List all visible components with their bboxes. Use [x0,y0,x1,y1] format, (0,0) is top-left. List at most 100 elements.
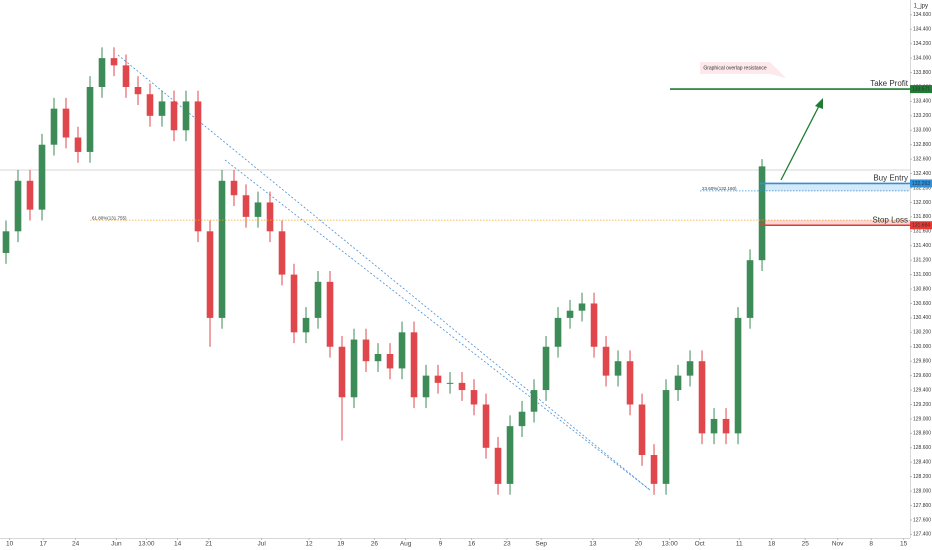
x-tick-label: Sep [535,541,547,548]
x-tick-label: 13:00 [138,541,155,548]
candle-body [566,310,574,318]
y-tick-label: 130.200 [913,330,931,336]
y-tick-label: 128.000 [913,488,931,494]
candle-body [62,108,70,138]
candle-body [350,339,358,398]
candle-body [578,303,586,311]
candle-body [386,353,394,369]
x-tick-label: 21 [205,541,213,548]
candle-body [470,390,478,405]
candle-body [362,339,370,362]
candle-body [698,361,706,434]
candle-body [722,418,730,434]
y-tick-label: 133.400 [913,99,931,105]
candle-body [26,180,34,210]
candle-body [530,390,538,412]
y-tick-label: 128.400 [913,460,931,466]
x-tick-label: 24 [72,541,80,548]
candle-body [638,404,646,456]
y-tick-label: 134.200 [913,41,931,47]
x-tick-label: 10 [6,541,14,548]
candle-body [626,361,634,405]
candle-body [182,101,190,131]
y-tick-label: 133.000 [913,128,931,134]
level-price-box [910,85,932,94]
candle-body [170,101,178,131]
level-price-box [910,221,932,230]
y-tick-label: 133.800 [913,70,931,76]
candle-body [734,317,742,434]
candle-body [302,317,310,333]
candle-body [494,447,502,484]
candle-body [518,411,526,427]
y-tick-label: 133.200 [913,113,931,119]
candle-body [50,108,58,145]
annotation-callout [700,62,786,78]
zone [760,220,910,226]
candle-body [614,361,622,376]
y-tick-label: 129.800 [913,359,931,365]
x-tick-label: 19 [337,541,345,548]
candle-body [74,137,82,152]
x-tick-label: 12 [305,541,313,548]
candle-body [278,231,286,275]
symbol-label: 1_jpy [914,4,928,10]
fib-label: 23.60%(132.160) [702,186,737,191]
candle-body [98,58,106,87]
x-tick-label: 26 [371,541,379,548]
y-tick-label: 128.200 [913,474,931,480]
arrow-head [815,98,823,109]
x-tick-label: 25 [802,541,810,548]
x-tick-label: 14 [174,541,182,548]
x-tick-label: 13 [589,541,597,548]
candle-body [434,375,442,383]
candle-body [662,390,670,484]
y-tick-label: 134.400 [913,27,931,33]
plot: 127.400 127.600 127.800 128.000 128.200 128.4… [2,12,932,548]
y-tick-label: 130.000 [913,344,931,350]
candle-body [674,375,682,391]
y-tick-label: 129.600 [913,373,931,379]
x-tick-label: Oct [695,541,705,548]
x-tick-label: 13:00 [661,541,678,548]
y-tick-label: 132.200 [913,185,931,191]
candle-body [650,455,658,484]
x-tick-label: 18 [768,541,776,548]
y-tick-label: 129.200 [913,402,931,408]
y-tick-label: 127.800 [913,503,931,509]
y-tick-label: 132.600 [913,156,931,162]
candle-body [146,94,154,116]
candle-body [482,404,490,448]
x-tick-label: 9 [439,541,443,548]
candle-body [86,86,94,152]
y-tick-label: 131.000 [913,272,931,278]
y-tick-label: 130.600 [913,301,931,307]
candle-body [38,144,46,210]
candle-body [506,426,514,484]
x-tick-label: 20 [635,541,643,548]
level-name: Take Profit [870,79,909,88]
y-tick-label: 130.400 [913,315,931,321]
candle-body [206,231,214,318]
x-tick-label: Aug [400,541,412,548]
y-tick-label: 129.400 [913,387,931,393]
trendline [224,159,651,491]
candle-body [122,65,130,87]
x-tick-label: 16 [468,541,476,548]
trendline [117,54,651,491]
candle-body [134,86,142,95]
candle-body [542,346,550,391]
y-tick-label: 129.000 [913,416,931,422]
zone [760,183,910,191]
y-tick-label: 132.400 [913,171,931,177]
x-tick-label: Jun [111,541,122,548]
x-tick-label: Jul [257,541,266,548]
candle-body [2,231,10,253]
y-tick-label: 131.600 [913,229,931,235]
candle-body [158,101,166,116]
fib-label: 61.80%(131.755) [92,215,127,220]
candle-body [266,202,274,232]
candle-body [746,260,754,318]
annotation: Graphical overlap resistance [703,65,767,71]
